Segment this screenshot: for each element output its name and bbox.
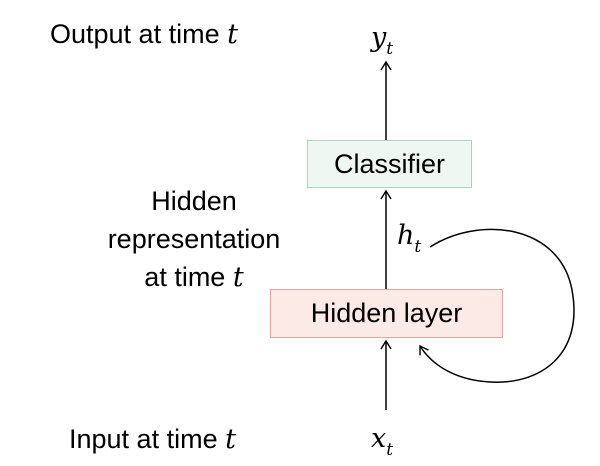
- hidden-var-h: ht: [397, 220, 421, 263]
- hidden-layer-box: Hidden layer: [270, 289, 503, 338]
- classifier-box: Classifier: [307, 140, 472, 188]
- y-subscript: t: [386, 39, 394, 59]
- hidden-layer-label: Hidden layer: [310, 298, 463, 328]
- hidden-rep-line-1: Hidden: [151, 186, 237, 216]
- hidden-rep-line-3-text: at time: [144, 262, 226, 292]
- hidden-rep-time-var: t: [232, 262, 244, 293]
- hidden-rep-line-3: at time t: [106, 258, 282, 297]
- input-time-var: t: [225, 424, 236, 455]
- x-symbol: x: [371, 423, 387, 454]
- recurrent-loop-arrow: [419, 228, 575, 383]
- classifier-label: Classifier: [333, 148, 446, 179]
- output-label: Output at time t: [50, 18, 238, 51]
- input-var-x: xt: [371, 423, 393, 466]
- input-label: Input at time t: [69, 423, 236, 456]
- output-var-y: yt: [371, 22, 393, 65]
- x-subscript: t: [386, 440, 394, 460]
- hidden-rep-line-2: representation: [107, 224, 281, 254]
- y-symbol: y: [371, 22, 387, 53]
- input-label-text: Input at time: [69, 424, 218, 454]
- output-time-var: t: [227, 19, 238, 50]
- h-subscript: t: [414, 237, 422, 257]
- hidden-representation-label: Hidden representation at time t: [106, 182, 282, 297]
- h-symbol: h: [397, 220, 415, 251]
- output-label-text: Output at time: [50, 19, 220, 49]
